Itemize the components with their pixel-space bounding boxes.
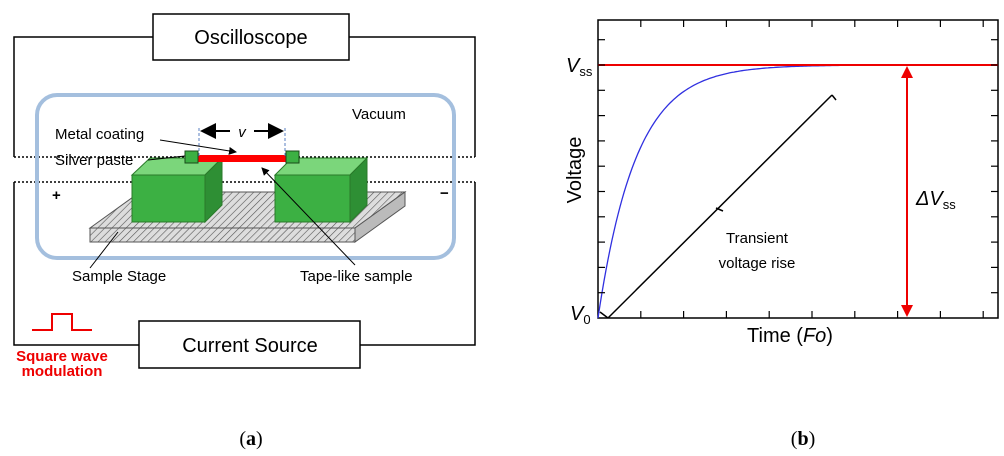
label-main: V: [566, 55, 581, 77]
caption-letter: b: [797, 428, 808, 450]
vacuum-chamber: [35, 93, 456, 260]
annotation-line: [607, 94, 833, 319]
transient-label: voltage rise: [719, 255, 796, 272]
block: [131, 174, 206, 223]
label-sub: ss: [579, 64, 593, 79]
leader: [89, 231, 119, 269]
label-main: V: [570, 303, 585, 325]
tape-sample-label: Tape-like sample: [300, 268, 413, 285]
panel-a: Oscilloscope Current Source Vacuum v Met…: [13, 13, 476, 450]
leader: [147, 155, 186, 161]
current-source-label: Current Source: [182, 335, 318, 357]
block-side: [204, 156, 223, 224]
silver-paste-pad: [285, 150, 300, 164]
length-symbol: v: [238, 124, 247, 141]
label-main: ΔV: [915, 188, 944, 210]
v-ss-label: Vss: [566, 55, 593, 79]
oscilloscope-label: Oscilloscope: [194, 27, 307, 49]
caption-part: (: [239, 428, 246, 450]
block: [274, 174, 351, 223]
wire: [13, 182, 476, 346]
x-label-part: Fo: [803, 325, 826, 347]
vacuum-label: Vacuum: [352, 106, 406, 123]
v-0-label: V0: [570, 303, 591, 327]
label-sub: 0: [583, 312, 590, 327]
silver-paste-pad: [184, 150, 199, 164]
arrow-head: [901, 305, 913, 317]
square-wave: [32, 313, 92, 331]
label-sub: ss: [943, 197, 957, 212]
plus-sign: +: [52, 187, 61, 204]
leader: [159, 139, 237, 155]
wire: [13, 36, 476, 157]
annotation-line: [599, 311, 609, 319]
arrow-head: [901, 66, 913, 78]
y-axis-label: Voltage: [564, 137, 586, 204]
sample-stage-label: Sample Stage: [72, 268, 166, 285]
oscilloscope-box: [152, 13, 350, 61]
transient-label: Transient: [726, 230, 789, 247]
minus-sign: −: [440, 185, 449, 202]
stage-side: [354, 191, 406, 243]
stage-front: [89, 227, 356, 243]
modulation-label: Square wave: [16, 348, 108, 365]
modulation-label: modulation: [22, 363, 103, 380]
leader: [261, 167, 356, 266]
x-label-part: ): [826, 325, 833, 347]
x-axis-label: Time (Fo): [747, 325, 833, 347]
panel-b: Voltage Time (Fo) Vss V0 ΔVss Transient …: [564, 19, 999, 450]
block-side: [349, 156, 368, 224]
caption-part: ): [256, 428, 263, 450]
caption: (b): [791, 428, 815, 450]
plot-frame: [597, 19, 999, 319]
annotation-line: [715, 207, 724, 212]
silver-paste-label: Silver paste: [55, 152, 133, 169]
caption-part: ): [809, 428, 816, 450]
current-source-box: [138, 320, 361, 369]
caption: (a): [239, 428, 262, 450]
caption-letter: a: [246, 428, 256, 450]
annotation-line: [831, 94, 837, 101]
x-label-part: Time (: [747, 325, 803, 347]
metal-coating: [197, 155, 287, 162]
metal-coating-label: Metal coating: [55, 126, 144, 143]
delta-v-label: ΔVss: [915, 188, 956, 212]
caption-part: (: [791, 428, 798, 450]
